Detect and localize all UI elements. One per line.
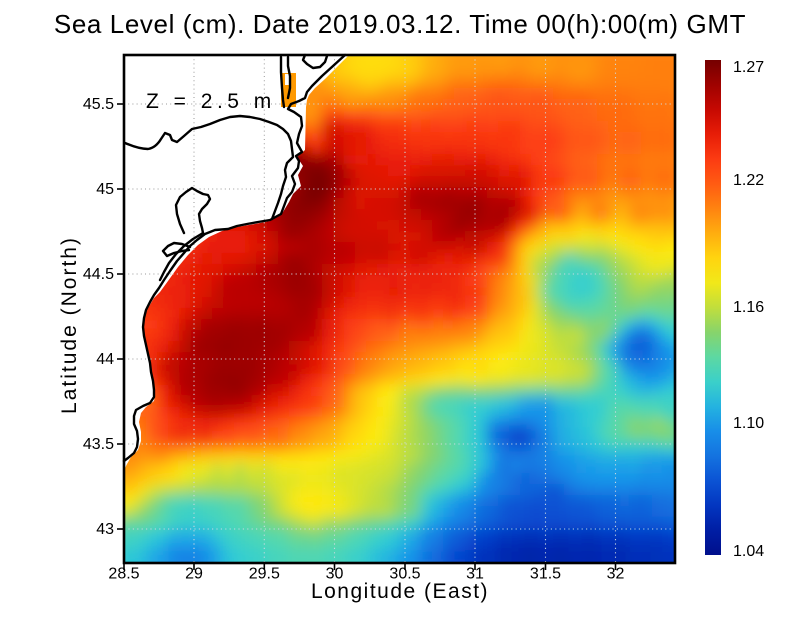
svg-text:29: 29	[185, 566, 203, 583]
svg-text:30: 30	[326, 566, 344, 583]
svg-text:1.27: 1.27	[733, 59, 764, 76]
svg-text:1.16: 1.16	[733, 299, 764, 316]
svg-text:28.5: 28.5	[108, 566, 139, 583]
svg-text:31: 31	[466, 566, 484, 583]
svg-text:45: 45	[96, 181, 114, 198]
svg-text:Latitude (North): Latitude (North)	[58, 236, 81, 414]
svg-text:Longitude (East): Longitude (East)	[311, 580, 489, 603]
svg-text:31.5: 31.5	[530, 566, 561, 583]
svg-text:1.22: 1.22	[733, 172, 764, 189]
svg-text:43: 43	[96, 521, 114, 538]
svg-text:44.5: 44.5	[83, 266, 114, 283]
svg-text:Sea Level (cm). Date 2019.03.1: Sea Level (cm). Date 2019.03.12. Time 00…	[54, 9, 746, 39]
svg-text:32: 32	[607, 566, 625, 583]
svg-text:30.5: 30.5	[389, 566, 420, 583]
svg-text:Z = 2.5 m: Z = 2.5 m	[146, 90, 276, 113]
svg-text:1.04: 1.04	[733, 543, 764, 560]
svg-text:29.5: 29.5	[249, 566, 280, 583]
svg-text:1.10: 1.10	[733, 415, 764, 432]
svg-text:44: 44	[96, 351, 114, 368]
svg-text:45.5: 45.5	[83, 96, 114, 113]
svg-text:43.5: 43.5	[83, 436, 114, 453]
